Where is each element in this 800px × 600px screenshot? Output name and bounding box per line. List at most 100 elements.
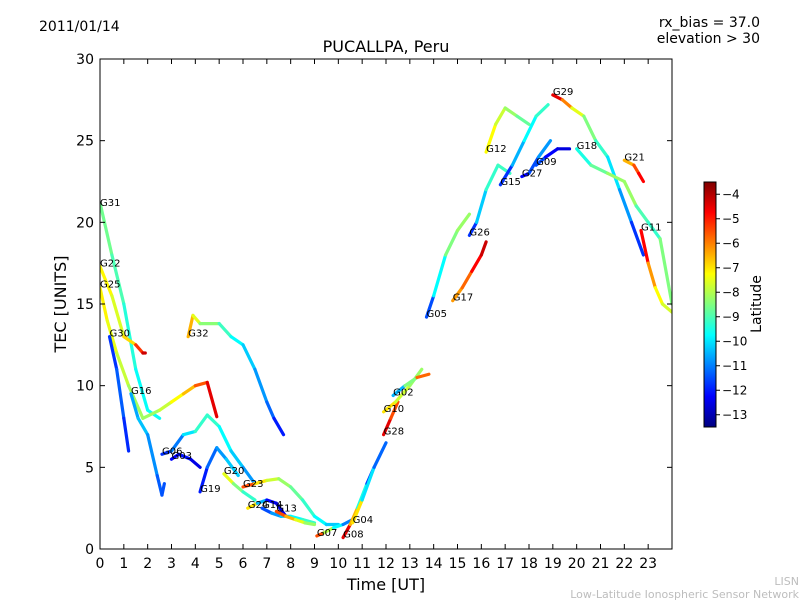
track-segment xyxy=(451,286,464,303)
track-segment xyxy=(186,313,195,339)
colorbar-tick-label: −6 xyxy=(722,236,740,250)
track-segment xyxy=(107,335,119,371)
track-segment xyxy=(403,375,419,388)
satellite-label-g14: G14 xyxy=(262,500,282,511)
track-segment xyxy=(372,441,388,469)
colorbar-tick-label: −9 xyxy=(722,310,740,324)
track-segment xyxy=(527,155,541,175)
x-tick-label: 22 xyxy=(615,556,633,572)
satellite-label-g21: G21 xyxy=(624,152,644,163)
track-segment xyxy=(122,335,138,347)
track-segment xyxy=(110,294,126,339)
x-tick-label: 18 xyxy=(520,556,538,572)
track-segment xyxy=(110,253,126,306)
plot-frame xyxy=(99,58,673,550)
track-segment xyxy=(177,452,193,461)
track-segment xyxy=(300,498,317,518)
satellite-label-g25: G25 xyxy=(100,280,120,291)
track-segment xyxy=(646,220,662,241)
track-segment xyxy=(351,498,364,525)
track-segment xyxy=(455,212,472,233)
track-segment xyxy=(606,171,626,184)
track-segment xyxy=(115,367,126,420)
track-segment xyxy=(222,472,236,486)
y-tick-label: 20 xyxy=(76,215,94,231)
track-segment xyxy=(231,482,245,494)
track-segment xyxy=(272,416,286,437)
x-tick-label: 3 xyxy=(167,556,176,572)
track-segment xyxy=(265,498,278,505)
track-segment xyxy=(205,380,219,419)
track-segment xyxy=(141,408,162,420)
track-segment xyxy=(660,302,672,314)
x-tick-label: 7 xyxy=(262,556,271,572)
track-segment xyxy=(424,294,436,319)
satellite-label-g07: G07 xyxy=(317,528,337,539)
track-segment xyxy=(391,384,407,398)
track-segment xyxy=(229,335,245,347)
x-tick-label: 14 xyxy=(425,556,443,572)
track-segment xyxy=(617,188,634,224)
satellite-track-g13 xyxy=(274,509,317,527)
track-segment xyxy=(205,446,219,469)
track-segment xyxy=(484,163,500,192)
satellite-label-g32: G32 xyxy=(188,329,208,340)
satellite-label-g17: G17 xyxy=(453,293,473,304)
track-segment xyxy=(300,517,317,525)
track-segment xyxy=(510,139,526,167)
track-segment xyxy=(215,446,228,461)
track-segment xyxy=(634,204,650,224)
track-segment xyxy=(193,380,209,388)
satellite-track-g30 xyxy=(107,335,131,453)
data-marks xyxy=(100,93,672,540)
satellite-track-g22 xyxy=(100,264,147,355)
track-segment xyxy=(312,514,329,527)
satellite-track-g20 xyxy=(222,472,257,502)
track-segment xyxy=(289,514,305,522)
rx-bias-label: rx_bias = 37.0 xyxy=(659,15,760,31)
colorbar-tick-label: −5 xyxy=(722,212,740,226)
track-segment xyxy=(560,98,574,110)
track-segment xyxy=(479,240,488,257)
track-segment xyxy=(289,485,305,502)
track-segment xyxy=(260,506,274,515)
track-segment xyxy=(589,163,610,175)
satellite-label-g30: G30 xyxy=(110,329,130,340)
colorbar-tick-label: −8 xyxy=(722,285,740,299)
track-segment xyxy=(169,392,186,404)
track-segment xyxy=(322,526,336,535)
track-segment xyxy=(622,179,638,208)
satellite-track-g09 xyxy=(534,147,572,167)
track-segment xyxy=(544,147,560,159)
track-segment xyxy=(134,343,145,355)
x-tick-label: 21 xyxy=(592,556,610,572)
x-tick-label: 2 xyxy=(143,556,152,572)
track-segment xyxy=(629,220,646,257)
track-segment xyxy=(470,253,483,273)
track-segment xyxy=(536,139,553,159)
x-tick-label: 15 xyxy=(449,556,467,572)
track-segment xyxy=(160,449,174,456)
satellite-label-g22: G22 xyxy=(100,258,120,269)
track-segment xyxy=(265,477,281,482)
x-tick-label: 23 xyxy=(639,556,657,572)
y-tick-label: 10 xyxy=(76,379,94,395)
track-segment xyxy=(393,384,412,404)
colorbar-tick-label: −7 xyxy=(722,261,740,275)
track-segment xyxy=(270,511,283,518)
satellite-label-g27: G27 xyxy=(522,169,542,180)
x-axis-label: Time [UT] xyxy=(346,575,425,594)
colorbar: −4 −5 −6 −7 −8 −9 −10 −11 −12 −13 Latitude xyxy=(703,181,765,428)
track-segment xyxy=(129,392,140,420)
track-segment xyxy=(265,400,276,420)
date-label: 2011/01/14 xyxy=(39,19,120,35)
track-segment xyxy=(360,465,376,502)
satellite-track-g05 xyxy=(424,212,472,319)
track-segment xyxy=(122,416,131,453)
colorbar-tick-label: −4 xyxy=(722,187,740,201)
colorbar-gradient xyxy=(703,181,717,428)
track-segment xyxy=(241,490,257,502)
colorbar-tick-label: −10 xyxy=(722,334,747,348)
track-segment xyxy=(134,367,150,412)
